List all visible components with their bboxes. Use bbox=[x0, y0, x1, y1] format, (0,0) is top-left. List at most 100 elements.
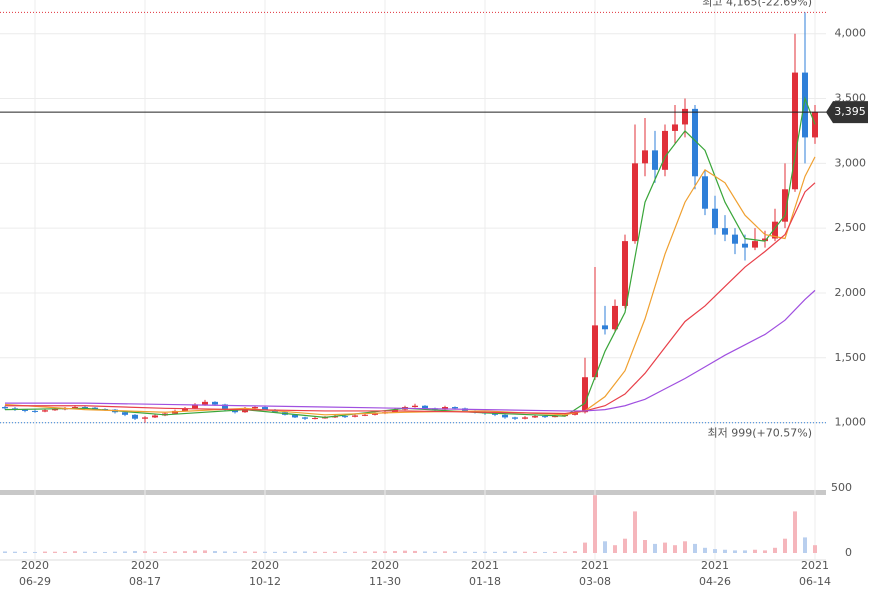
x-tick-year: 2020 bbox=[251, 559, 279, 572]
candle-body bbox=[372, 413, 378, 415]
x-tick-label: 01-18 bbox=[469, 575, 501, 588]
volume-bar bbox=[233, 551, 237, 553]
candle-body bbox=[192, 404, 198, 409]
candle-body bbox=[702, 176, 708, 209]
candle-body bbox=[202, 401, 208, 405]
candle-body bbox=[492, 413, 498, 415]
volume-bar bbox=[103, 551, 107, 553]
volume-bar bbox=[373, 551, 377, 553]
candle-body bbox=[342, 416, 348, 418]
volume-bar bbox=[443, 551, 447, 553]
volume-bar bbox=[603, 541, 607, 553]
candle-body bbox=[512, 417, 518, 419]
volume-bar bbox=[513, 551, 517, 553]
candle-body bbox=[32, 410, 38, 412]
volume-bar bbox=[453, 551, 457, 553]
candle-body bbox=[222, 404, 228, 410]
volume-bar bbox=[693, 543, 697, 553]
candle-body bbox=[362, 414, 368, 416]
volume-bar bbox=[783, 538, 787, 553]
y-tick-label: 1,500 bbox=[835, 351, 867, 364]
candle-body bbox=[712, 208, 718, 229]
candle-body bbox=[762, 238, 768, 242]
candle-body bbox=[422, 405, 428, 409]
volume-bar bbox=[613, 545, 617, 553]
candle-body bbox=[602, 325, 608, 330]
volume-bar bbox=[553, 551, 557, 553]
volume-bar bbox=[743, 550, 747, 553]
volume-bar bbox=[353, 551, 357, 553]
candle-body bbox=[42, 410, 48, 412]
x-tick-label: 06-14 bbox=[799, 575, 831, 588]
volume-bar bbox=[173, 551, 177, 553]
volume-bar bbox=[53, 551, 57, 553]
candle-body bbox=[312, 418, 318, 420]
y-tick-label: 2,000 bbox=[835, 286, 867, 299]
candle-body bbox=[92, 407, 98, 409]
volume-bar bbox=[503, 551, 507, 553]
moving-average-line bbox=[5, 289, 816, 412]
moving-average-line bbox=[4, 156, 816, 416]
volume-bar bbox=[163, 551, 167, 553]
volume-bar bbox=[573, 551, 577, 553]
candle-body bbox=[612, 305, 618, 330]
volume-bar bbox=[433, 551, 437, 553]
volume-bar bbox=[43, 551, 47, 553]
candle-body bbox=[582, 377, 588, 413]
volume-bar bbox=[393, 551, 397, 553]
volume-bar bbox=[673, 545, 677, 553]
candle-body bbox=[152, 415, 158, 418]
volume-bar bbox=[13, 551, 17, 553]
x-tick-label: 08-17 bbox=[129, 575, 161, 588]
volume-bar bbox=[533, 551, 537, 553]
volume-bar bbox=[63, 551, 67, 553]
volume-bar bbox=[363, 551, 367, 553]
volume-bar bbox=[263, 551, 267, 553]
volume-bar bbox=[483, 551, 487, 553]
candle-body bbox=[82, 407, 88, 409]
candle-body bbox=[2, 407, 8, 409]
volume-bar bbox=[303, 551, 307, 553]
volume-bar bbox=[383, 551, 387, 553]
volume-bar bbox=[523, 551, 527, 553]
candle-body bbox=[252, 407, 258, 409]
candle-body bbox=[532, 416, 538, 418]
volume-bar bbox=[763, 550, 767, 553]
volume-bar bbox=[753, 549, 757, 553]
volume-bar bbox=[223, 551, 227, 553]
volume-bar bbox=[183, 551, 187, 553]
candle-body bbox=[692, 108, 698, 177]
high-label: 최고 4,165(-22.69%) bbox=[702, 0, 812, 8]
volume-bar bbox=[663, 542, 667, 553]
candle-body bbox=[732, 234, 738, 244]
volume-bar bbox=[73, 551, 77, 553]
low-label: 최저 999(+70.57%) bbox=[708, 427, 812, 440]
volume-bar bbox=[703, 547, 707, 553]
candle-body bbox=[452, 407, 458, 409]
volume-bar bbox=[413, 550, 417, 553]
volume-bar bbox=[243, 551, 247, 553]
candle-body bbox=[642, 150, 648, 164]
candle-body bbox=[802, 72, 808, 138]
volume-bar bbox=[153, 551, 157, 553]
candle-body bbox=[542, 416, 548, 418]
x-tick-year: 2021 bbox=[801, 559, 829, 572]
volume-bar bbox=[643, 540, 647, 553]
volume-bar bbox=[323, 551, 327, 553]
candle-body bbox=[622, 241, 628, 306]
candle-body bbox=[122, 412, 128, 415]
candle-body bbox=[132, 414, 138, 419]
volume-bar bbox=[463, 551, 467, 553]
x-tick-label: 10-12 bbox=[249, 575, 281, 588]
x-tick-year: 2021 bbox=[471, 559, 499, 572]
candle-body bbox=[502, 414, 508, 418]
candle-body bbox=[772, 221, 778, 239]
volume-bar bbox=[273, 551, 277, 553]
candle-body bbox=[442, 407, 448, 410]
candle-body bbox=[212, 401, 218, 405]
candle-body bbox=[72, 407, 78, 409]
volume-bar bbox=[343, 551, 347, 553]
candle-body bbox=[662, 130, 668, 170]
x-tick-label: 11-30 bbox=[369, 575, 401, 588]
